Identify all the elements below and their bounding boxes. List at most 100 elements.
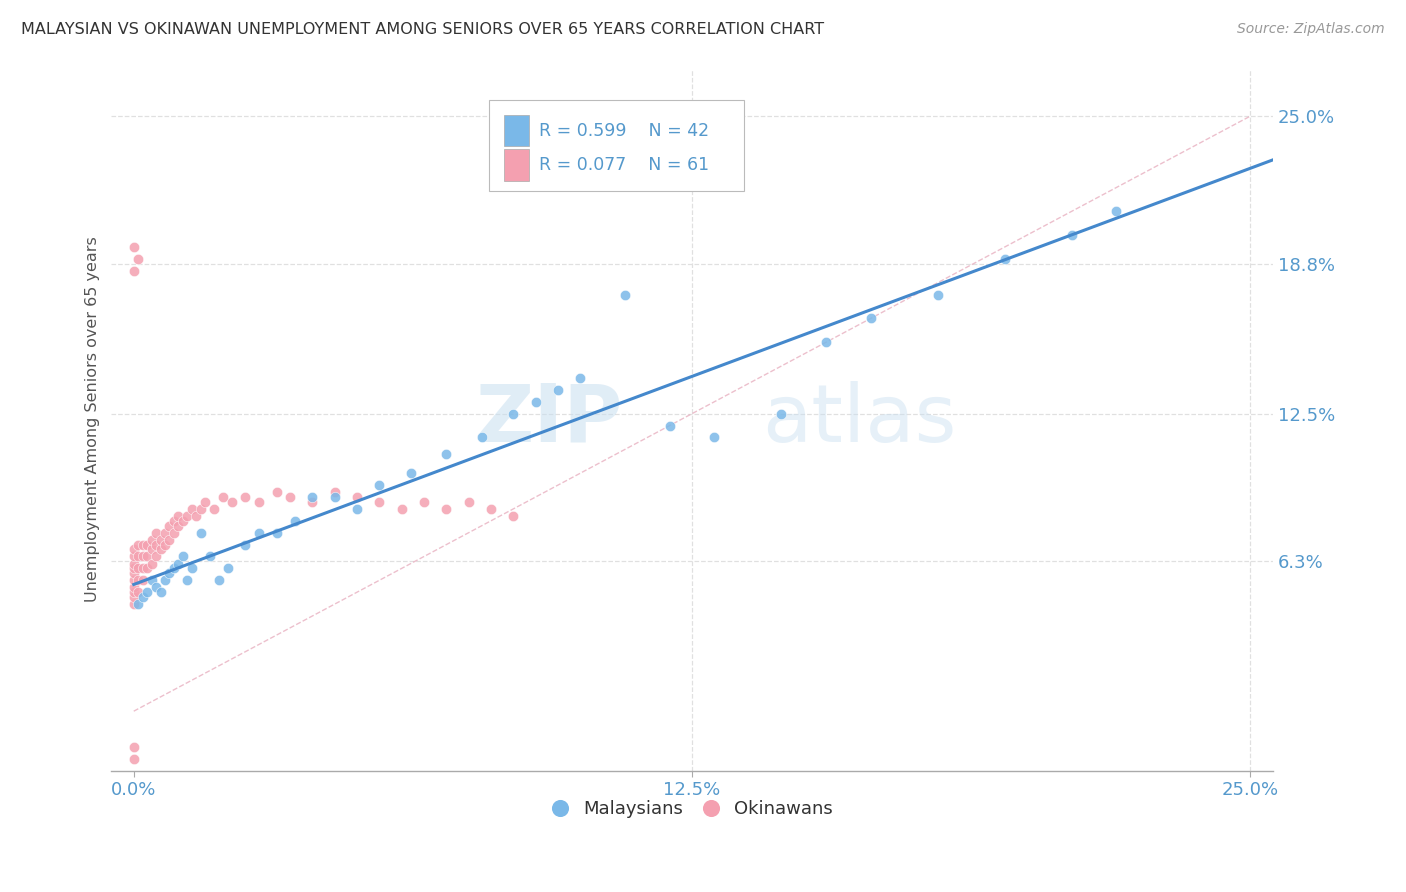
Point [122,574,145,588]
Point [122,739,145,754]
Point [172,549,194,564]
Point [122,264,145,278]
FancyBboxPatch shape [489,100,744,192]
Point [122,590,145,604]
Point [413,494,436,508]
Point [434,447,457,461]
Point [391,501,413,516]
Point [149,542,172,557]
Point [122,557,145,571]
Point [859,311,882,326]
Point [502,508,524,523]
Point [153,538,176,552]
Point [136,585,159,599]
Point [569,371,592,385]
Point [136,549,159,564]
Point [153,525,176,540]
Point [502,407,524,421]
Point [927,287,949,301]
Point [127,574,149,588]
Point [457,494,479,508]
Point [127,597,149,611]
Text: atlas: atlas [762,381,956,458]
Point [149,585,172,599]
Point [434,501,457,516]
Point [122,597,145,611]
Point [194,494,217,508]
Point [145,538,167,552]
Point [176,574,198,588]
Point [122,542,145,557]
Point [180,561,202,575]
Point [323,485,346,500]
Point [127,252,149,266]
Point [131,561,153,575]
Point [247,494,270,508]
Point [190,525,212,540]
Point [186,508,208,523]
Point [479,501,502,516]
Point [471,430,494,444]
Point [235,490,257,504]
Point [136,561,159,575]
Text: ZIP: ZIP [475,381,623,458]
Point [141,533,163,547]
Point [176,508,198,523]
Point [524,394,547,409]
Point [235,538,257,552]
Point [368,478,391,492]
Point [127,585,149,599]
FancyBboxPatch shape [503,115,530,146]
Point [301,494,323,508]
Point [122,240,145,254]
Point [266,485,288,500]
Point [368,494,391,508]
Point [278,490,301,504]
Point [207,574,229,588]
Point [122,752,145,766]
Point [346,501,368,516]
Point [614,287,637,301]
Point [266,525,288,540]
Point [131,590,153,604]
Point [301,490,323,504]
Point [770,407,793,421]
Point [346,490,368,504]
Point [131,574,153,588]
Point [399,466,422,480]
Text: R = 0.077    N = 61: R = 0.077 N = 61 [538,156,709,174]
Point [122,566,145,581]
Point [814,335,837,350]
Point [141,557,163,571]
Point [180,501,202,516]
Point [122,581,145,595]
Point [167,508,190,523]
Point [547,383,569,397]
Point [149,533,172,547]
Point [141,574,163,588]
Point [122,561,145,575]
Point [172,514,194,528]
Point [122,549,145,564]
Point [658,418,681,433]
Point [127,538,149,552]
Point [221,494,243,508]
Point [145,525,167,540]
Point [145,581,167,595]
Point [145,549,167,564]
Point [127,549,149,564]
Point [198,549,221,564]
Point [159,566,181,581]
Point [202,501,225,516]
Text: MALAYSIAN VS OKINAWAN UNEMPLOYMENT AMONG SENIORS OVER 65 YEARS CORRELATION CHART: MALAYSIAN VS OKINAWAN UNEMPLOYMENT AMONG… [21,22,824,37]
Legend: Malaysians, Okinawans: Malaysians, Okinawans [544,792,841,825]
Point [131,549,153,564]
Point [283,514,305,528]
Point [131,538,153,552]
Point [163,514,186,528]
Point [167,518,190,533]
Point [122,585,145,599]
Point [323,490,346,504]
FancyBboxPatch shape [503,149,530,181]
Y-axis label: Unemployment Among Seniors over 65 years: Unemployment Among Seniors over 65 years [86,236,100,602]
